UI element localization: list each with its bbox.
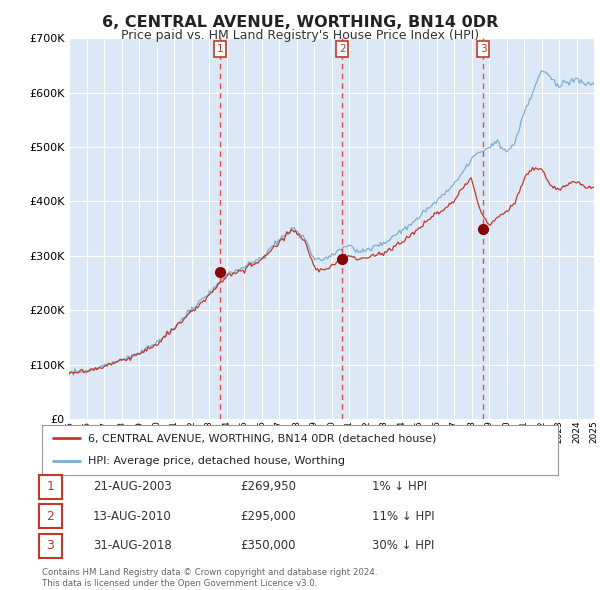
Text: 13-AUG-2010: 13-AUG-2010 <box>93 510 172 523</box>
Text: 1: 1 <box>46 480 55 493</box>
Text: Price paid vs. HM Land Registry's House Price Index (HPI): Price paid vs. HM Land Registry's House … <box>121 29 479 42</box>
Text: 31-AUG-2018: 31-AUG-2018 <box>93 539 172 552</box>
Text: 2: 2 <box>46 510 55 523</box>
Text: £295,000: £295,000 <box>240 510 296 523</box>
Text: HPI: Average price, detached house, Worthing: HPI: Average price, detached house, Wort… <box>88 457 346 467</box>
Text: 3: 3 <box>46 539 55 552</box>
Text: 30% ↓ HPI: 30% ↓ HPI <box>372 539 434 552</box>
Text: 1: 1 <box>217 44 224 54</box>
Text: £269,950: £269,950 <box>240 480 296 493</box>
Text: Contains HM Land Registry data © Crown copyright and database right 2024.
This d: Contains HM Land Registry data © Crown c… <box>42 568 377 588</box>
Text: 21-AUG-2003: 21-AUG-2003 <box>93 480 172 493</box>
Text: 6, CENTRAL AVENUE, WORTHING, BN14 0DR (detached house): 6, CENTRAL AVENUE, WORTHING, BN14 0DR (d… <box>88 433 437 443</box>
Text: 3: 3 <box>480 44 487 54</box>
Text: 2: 2 <box>339 44 346 54</box>
Text: £350,000: £350,000 <box>240 539 296 552</box>
Text: 11% ↓ HPI: 11% ↓ HPI <box>372 510 434 523</box>
Text: 6, CENTRAL AVENUE, WORTHING, BN14 0DR: 6, CENTRAL AVENUE, WORTHING, BN14 0DR <box>102 15 498 30</box>
Text: 1% ↓ HPI: 1% ↓ HPI <box>372 480 427 493</box>
